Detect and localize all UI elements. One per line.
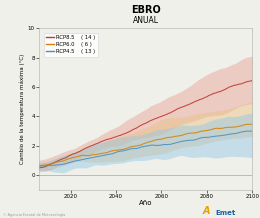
Text: © Agencia Estatal de Meteorología: © Agencia Estatal de Meteorología	[3, 213, 65, 217]
Text: A: A	[203, 206, 210, 216]
Legend: RCP8.5    ( 14 ), RCP6.0    ( 6 ), RCP4.5    ( 13 ): RCP8.5 ( 14 ), RCP6.0 ( 6 ), RCP4.5 ( 13…	[44, 33, 98, 56]
Text: Emet: Emet	[216, 210, 236, 216]
X-axis label: Año: Año	[139, 200, 152, 206]
Y-axis label: Cambio de la temperatura máxima (°C): Cambio de la temperatura máxima (°C)	[20, 54, 25, 164]
Text: ANUAL: ANUAL	[133, 16, 159, 25]
Text: EBRO: EBRO	[131, 5, 160, 15]
